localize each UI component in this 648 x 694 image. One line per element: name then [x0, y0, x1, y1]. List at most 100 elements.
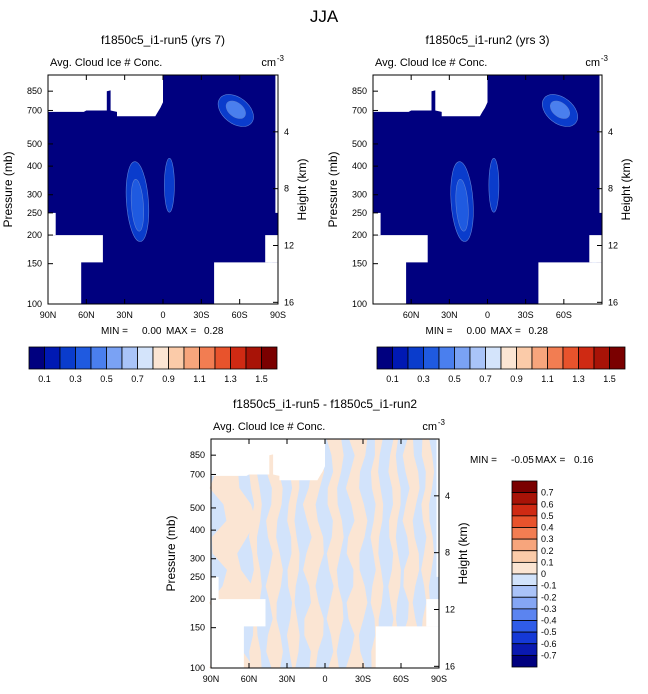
y-tick-label: 200 — [27, 230, 42, 240]
colorbar-box — [423, 346, 440, 370]
plot-frame — [210, 438, 440, 669]
colorbar-label: 0.4 — [541, 523, 554, 533]
x-tick-label: 60S — [232, 310, 248, 320]
colorbar-label: 0.9 — [162, 374, 175, 384]
diff-band-positive — [370, 439, 384, 668]
y-tick-label: 150 — [27, 259, 42, 269]
diff-band-positive — [265, 439, 283, 668]
missing-mask — [48, 212, 56, 236]
missing-mask — [435, 75, 488, 117]
colorbar-box — [454, 346, 471, 370]
missing-mask — [211, 599, 266, 668]
x-tick-label: 30S — [518, 310, 534, 320]
x-tick-label: 30N — [279, 674, 296, 684]
x-tick-label: 60N — [78, 310, 95, 320]
units-exponent: -3 — [601, 54, 609, 63]
colorbar-main-2: 0.1 0.3 0.5 0.7 0.9 1.1 1.3 1.5 — [376, 346, 626, 384]
colorbar-label: 0.9 — [510, 374, 523, 384]
x-tick-label: 30N — [116, 310, 133, 320]
missing-mask — [599, 75, 602, 213]
missing-mask — [265, 235, 278, 263]
page-title: JJA — [310, 7, 339, 26]
colorbar-label: 0.6 — [541, 499, 554, 509]
colorbar-box — [485, 346, 502, 370]
units-label: cm — [585, 57, 600, 69]
colorbar-label: 0.1 — [386, 374, 399, 384]
x-tick-label: 90N — [40, 310, 57, 320]
y-tick-label: 100 — [190, 663, 205, 673]
y2-tick-label: 8 — [284, 184, 289, 194]
colorbar-box — [511, 527, 538, 540]
panels: 90N 60N 30N 0 30S 60S 90S100150200250300400500… — [1, 33, 633, 684]
y2-tick-label: 4 — [284, 127, 289, 137]
colorbar-label: 0.3 — [69, 374, 82, 384]
x-tick-label: 60S — [393, 674, 409, 684]
contour-0.2-nh — [130, 178, 144, 232]
y-tick-label: 300 — [27, 190, 42, 200]
y-tick-label: 150 — [190, 623, 205, 633]
missing-mask — [211, 576, 219, 600]
stat-min-value: 0.00 — [142, 326, 162, 337]
colorbar-box — [511, 550, 538, 563]
y-tick-label: 850 — [190, 450, 205, 460]
panel-title: f1850c5_i1-run2 (yrs 3) — [425, 33, 549, 47]
colorbar-box — [511, 573, 538, 587]
colorbar-label: 0.7 — [541, 488, 554, 498]
y-tick-label: 200 — [190, 594, 205, 604]
colorbar-main-group: 0.1 0.3 0.5 0.7 0.9 1.1 1.3 1.5 0.1 0.3 0.5 0.7 0.9 1… — [28, 346, 626, 384]
missing-mask — [589, 235, 602, 263]
colorbar-label: 0.3 — [417, 374, 430, 384]
diff-band-positive — [402, 439, 420, 668]
colorbar-box — [214, 346, 231, 370]
colorbar-box — [261, 346, 278, 370]
colorbar-label: -0.1 — [541, 581, 557, 591]
plot-frame — [47, 74, 279, 305]
colorbar-box — [121, 346, 138, 370]
colorbar-box — [562, 346, 579, 370]
panel-1: 90N 60N 30N 0 30S 60S 90S 100 150 200 250 300 400 500… — [1, 33, 309, 337]
missing-mask — [211, 439, 280, 476]
stat-max-label: MAX = — [491, 326, 521, 337]
units-exponent: -3 — [438, 418, 446, 427]
panel-3: 90N 60N 30N 0 30S 60S 90S 100 150 200 250 300 400 500… — [164, 397, 594, 684]
y-tick-label: 400 — [27, 161, 42, 171]
colorbar-label: 0.5 — [448, 374, 461, 384]
colorbar-label: 1.1 — [541, 374, 554, 384]
y-tick-label: 400 — [352, 161, 367, 171]
y2-tick-label: 16 — [608, 297, 618, 307]
colorbar-label: 1.3 — [572, 374, 585, 384]
colorbar-label: -0.7 — [541, 650, 557, 660]
colorbar-label: 0.1 — [541, 557, 554, 567]
missing-mask — [436, 439, 439, 577]
x-tick-label: 60N — [403, 310, 420, 320]
y2-axis-label: Height (km) — [619, 158, 633, 220]
panel-subtitle: Avg. Cloud Ice # Conc. — [50, 57, 162, 69]
colorbar-box — [137, 346, 154, 370]
colorbar-label: 0.2 — [541, 546, 554, 556]
y2-tick-label: 12 — [284, 240, 294, 250]
y2-tick-label: 12 — [445, 604, 455, 614]
y-tick-label: 300 — [190, 554, 205, 564]
colorbar-box — [90, 346, 107, 370]
y-tick-label: 150 — [352, 259, 367, 269]
y2-tick-label: 4 — [445, 491, 450, 501]
panel-title: f1850c5_i1-run5 - f1850c5_i1-run2 — [233, 397, 417, 411]
y-tick-label: 400 — [190, 525, 205, 535]
missing-mask — [373, 235, 428, 304]
missing-mask — [110, 75, 163, 117]
diff-band-positive — [302, 439, 325, 668]
colorbar-box — [469, 346, 486, 370]
y-axis-label: Pressure (mb) — [326, 151, 340, 227]
colorbar-box — [168, 346, 185, 370]
y2-tick-label: 4 — [608, 127, 613, 137]
units-label: cm — [422, 421, 437, 433]
x-tick-label: 30N — [441, 310, 458, 320]
missing-mask — [373, 212, 381, 236]
colorbar-label: 0.3 — [541, 534, 554, 544]
stat-max-value: 0.28 — [204, 326, 224, 337]
missing-mask — [373, 75, 442, 112]
stat-min-label: MIN = — [470, 455, 497, 466]
y2-tick-label: 16 — [284, 297, 294, 307]
colorbar-box — [511, 585, 538, 598]
